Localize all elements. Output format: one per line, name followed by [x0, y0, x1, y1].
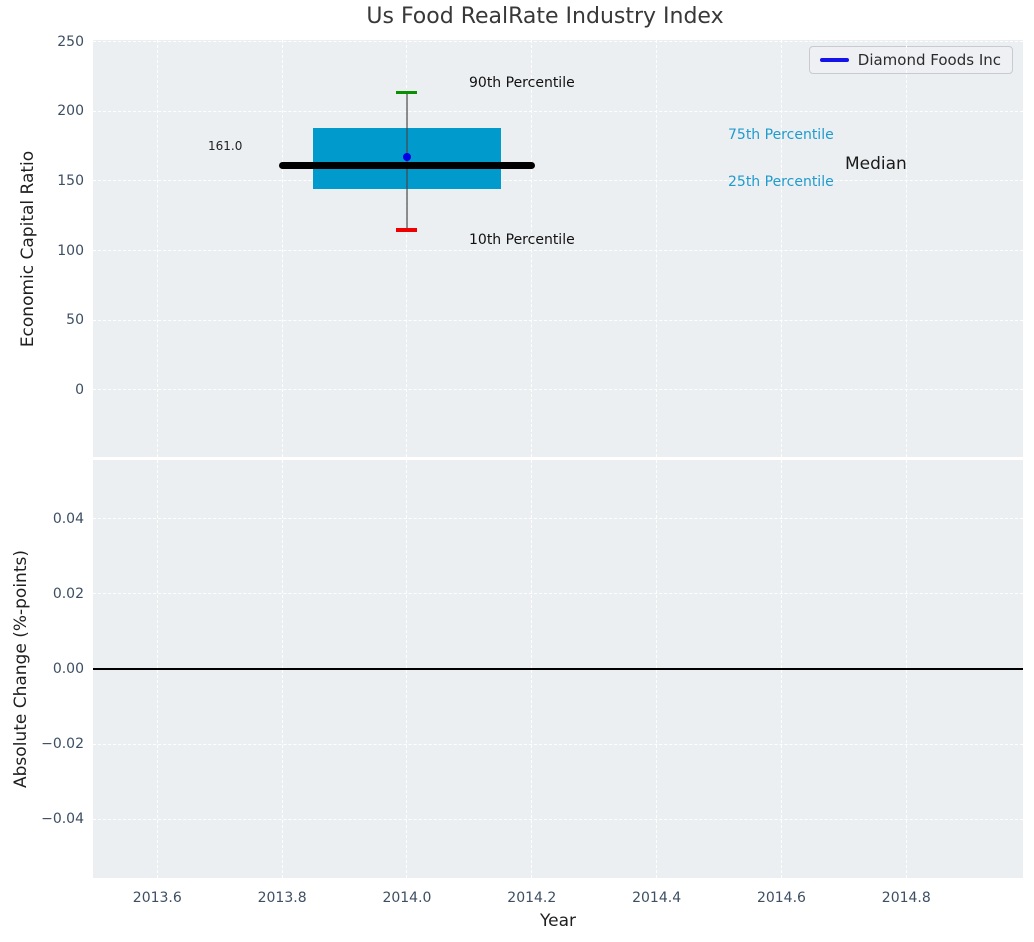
annotation-75th-percentile: 75th Percentile — [728, 127, 834, 143]
bottom-axes — [93, 460, 1023, 878]
zero-line — [93, 668, 1023, 670]
x-tick-label: 2013.8 — [257, 890, 307, 906]
y-tick-label: −0.04 — [41, 811, 84, 828]
x-tick-label: 2014.8 — [881, 890, 931, 906]
gridline-vertical — [905, 40, 907, 457]
gridline-vertical — [531, 40, 533, 457]
x-tick-label: 2014.0 — [382, 890, 432, 906]
y-tick-label: 0.02 — [52, 585, 84, 602]
top-axes: Diamond Foods Inc 90th Percentile 10th Pe… — [93, 40, 1023, 457]
gridline-horizontal — [93, 319, 1023, 321]
x-tick-label: 2014.2 — [507, 890, 557, 906]
legend-line-icon — [819, 58, 849, 62]
gridline-vertical — [780, 40, 782, 457]
gridline-horizontal — [93, 743, 1023, 745]
x-tick-label: 2013.6 — [132, 890, 182, 906]
annotation-90th-percentile: 90th Percentile — [469, 75, 575, 91]
company-value-dot — [402, 153, 411, 162]
y-tick-label: 0 — [75, 381, 84, 398]
y-tick-label: 200 — [57, 103, 84, 120]
annotation-10th-percentile: 10th Percentile — [469, 232, 575, 248]
y-tick-label: 100 — [57, 242, 84, 259]
y-tick-label: 0.04 — [52, 510, 84, 527]
y-tick-label: 0.00 — [52, 661, 84, 677]
p90-cap — [396, 90, 418, 94]
gridline-vertical — [406, 40, 408, 457]
y-tick-label: 50 — [66, 312, 84, 329]
p10-cap — [396, 228, 418, 232]
y-tick-label: 150 — [57, 172, 84, 189]
gridline-horizontal — [93, 818, 1023, 820]
gridline-horizontal — [93, 180, 1023, 182]
gridline-vertical — [156, 40, 158, 457]
annotation-161-0: 161.0 — [208, 139, 243, 153]
median-line — [278, 162, 536, 170]
chart-title: Us Food RealRate Industry Index — [366, 4, 724, 29]
gridline-horizontal — [93, 41, 1023, 43]
gridline-horizontal — [93, 593, 1023, 595]
annotation-median: Median — [845, 154, 907, 174]
annotation-25th-percentile: 25th Percentile — [728, 174, 834, 190]
gridline-vertical — [656, 40, 658, 457]
legend-label: Diamond Foods Inc — [857, 51, 1001, 69]
legend: Diamond Foods Inc — [808, 46, 1013, 74]
gridline-horizontal — [93, 389, 1023, 391]
x-tick-label: 2014.6 — [756, 890, 806, 906]
gridline-horizontal — [93, 518, 1023, 520]
y-tick-label: 250 — [57, 33, 84, 50]
x-tick-label: 2014.4 — [632, 890, 682, 906]
gridline-horizontal — [93, 250, 1023, 252]
y-tick-label: −0.02 — [41, 736, 84, 753]
gridline-horizontal — [93, 110, 1023, 112]
x-axis-label: Year — [540, 911, 576, 931]
gridline-vertical — [281, 40, 283, 457]
